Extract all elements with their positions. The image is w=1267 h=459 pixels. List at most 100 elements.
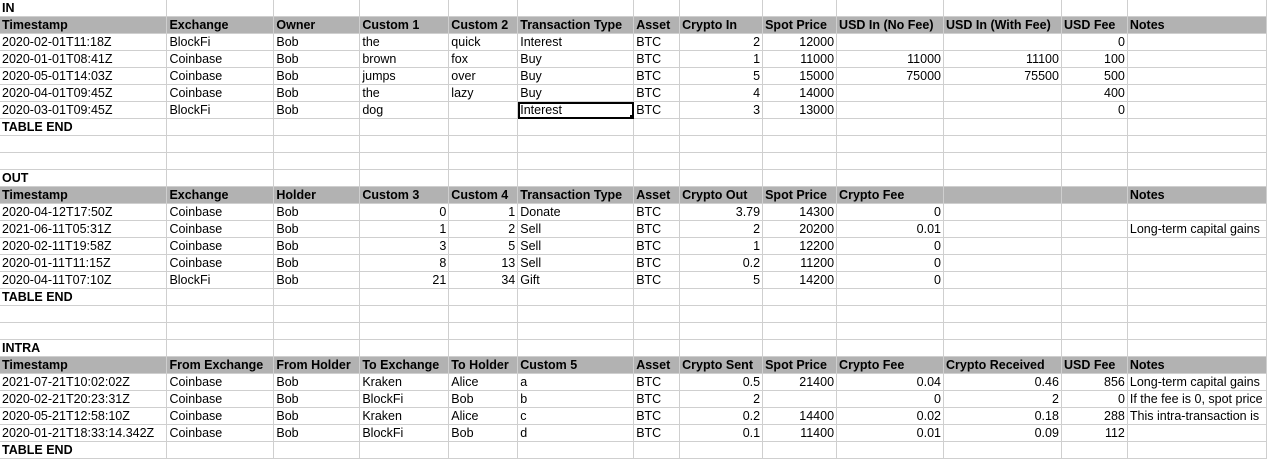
blank-cell[interactable] xyxy=(273,152,361,170)
table-cell[interactable]: BTC xyxy=(633,271,681,289)
blank-cell[interactable] xyxy=(1061,152,1128,170)
table-cell[interactable] xyxy=(836,101,944,119)
table-cell[interactable]: Coinbase xyxy=(166,84,275,102)
blank-cell[interactable] xyxy=(679,441,764,459)
table-cell[interactable]: Interest xyxy=(517,33,635,51)
table-cell[interactable]: 0 xyxy=(359,203,450,221)
table-cell[interactable] xyxy=(943,254,1062,272)
table-cell[interactable] xyxy=(762,390,838,408)
blank-cell[interactable] xyxy=(1061,0,1128,17)
blank-cell[interactable] xyxy=(679,339,764,357)
column-header[interactable]: Exchange xyxy=(166,186,275,204)
blank-cell[interactable] xyxy=(448,135,519,153)
blank-cell[interactable] xyxy=(633,0,681,17)
table-cell[interactable]: BlockFi xyxy=(166,101,275,119)
table-cell[interactable]: 75500 xyxy=(943,67,1062,85)
table-cell[interactable]: BlockFi xyxy=(359,390,450,408)
table-cell[interactable]: 0 xyxy=(1061,390,1128,408)
table-cell[interactable]: BTC xyxy=(633,220,681,238)
blank-cell[interactable] xyxy=(448,118,519,136)
blank-cell[interactable] xyxy=(166,441,275,459)
table-cell[interactable]: quick xyxy=(448,33,519,51)
column-header[interactable]: Transaction Type xyxy=(517,16,635,34)
table-cell[interactable]: Bob xyxy=(273,33,361,51)
table-cell[interactable]: 2020-02-11T19:58Z xyxy=(0,237,168,255)
table-cell[interactable]: BTC xyxy=(633,50,681,68)
blank-cell[interactable] xyxy=(359,0,450,17)
blank-cell[interactable] xyxy=(633,305,681,323)
blank-cell[interactable] xyxy=(762,339,838,357)
table-cell[interactable] xyxy=(1061,271,1128,289)
blank-cell[interactable] xyxy=(679,288,764,306)
table-cell[interactable] xyxy=(1061,220,1128,238)
table-cell[interactable]: 500 xyxy=(1061,67,1128,85)
table-cell[interactable] xyxy=(1127,271,1267,289)
table-cell[interactable]: Bob xyxy=(273,271,361,289)
table-cell[interactable]: 2020-05-21T12:58:10Z xyxy=(0,407,168,425)
table-cell[interactable]: 2 xyxy=(679,33,764,51)
blank-cell[interactable] xyxy=(517,441,635,459)
table-cell[interactable] xyxy=(943,237,1062,255)
blank-cell[interactable] xyxy=(1061,305,1128,323)
table-cell[interactable]: 3.79 xyxy=(679,203,764,221)
table-cell[interactable] xyxy=(1127,33,1267,51)
table-end-label[interactable]: TABLE END xyxy=(0,441,168,459)
blank-cell[interactable] xyxy=(633,441,681,459)
column-header[interactable]: Timestamp xyxy=(0,186,168,204)
table-cell[interactable]: dog xyxy=(359,101,450,119)
table-cell[interactable]: Coinbase xyxy=(166,390,275,408)
column-header[interactable]: Crypto In xyxy=(679,16,764,34)
table-cell[interactable]: 8 xyxy=(359,254,450,272)
section-label[interactable]: OUT xyxy=(0,169,168,187)
blank-cell[interactable] xyxy=(679,118,764,136)
blank-cell[interactable] xyxy=(448,169,519,187)
blank-cell[interactable] xyxy=(836,339,944,357)
column-header[interactable]: USD Fee xyxy=(1061,356,1128,374)
table-cell[interactable]: 14000 xyxy=(762,84,838,102)
table-cell[interactable]: Sell xyxy=(517,254,635,272)
blank-cell[interactable] xyxy=(1061,288,1128,306)
table-cell[interactable]: 0.01 xyxy=(836,220,944,238)
table-cell[interactable] xyxy=(836,33,944,51)
table-cell[interactable]: 11000 xyxy=(762,50,838,68)
table-cell[interactable]: 2 xyxy=(448,220,519,238)
column-header[interactable]: Custom 5 xyxy=(517,356,635,374)
table-cell[interactable]: This intra-transaction is xyxy=(1127,407,1267,425)
blank-cell[interactable] xyxy=(836,322,944,340)
table-cell[interactable]: the xyxy=(359,33,450,51)
table-cell[interactable]: Buy xyxy=(517,67,635,85)
blank-cell[interactable] xyxy=(1127,118,1267,136)
blank-cell[interactable] xyxy=(448,339,519,357)
blank-cell[interactable] xyxy=(359,118,450,136)
blank-cell[interactable] xyxy=(1061,441,1128,459)
table-cell[interactable]: 14400 xyxy=(762,407,838,425)
blank-cell[interactable] xyxy=(359,441,450,459)
column-header[interactable]: Crypto Out xyxy=(679,186,764,204)
table-cell[interactable]: Bob xyxy=(273,101,361,119)
blank-cell[interactable] xyxy=(517,305,635,323)
table-cell[interactable]: 3 xyxy=(679,101,764,119)
table-cell[interactable]: 2021-06-11T05:31Z xyxy=(0,220,168,238)
table-cell[interactable]: Coinbase xyxy=(166,424,275,442)
table-cell[interactable]: BTC xyxy=(633,424,681,442)
blank-cell[interactable] xyxy=(836,288,944,306)
table-cell[interactable]: 1 xyxy=(448,203,519,221)
table-cell[interactable]: 14200 xyxy=(762,271,838,289)
blank-cell[interactable] xyxy=(0,152,168,170)
table-cell[interactable]: 2020-01-01T08:41Z xyxy=(0,50,168,68)
column-header[interactable] xyxy=(943,186,1062,204)
table-cell[interactable]: BTC xyxy=(633,67,681,85)
table-cell[interactable]: 2020-01-11T11:15Z xyxy=(0,254,168,272)
blank-cell[interactable] xyxy=(448,441,519,459)
blank-cell[interactable] xyxy=(762,0,838,17)
table-cell[interactable]: Coinbase xyxy=(166,220,275,238)
table-cell[interactable] xyxy=(1127,203,1267,221)
table-cell[interactable]: 11400 xyxy=(762,424,838,442)
blank-cell[interactable] xyxy=(273,118,361,136)
table-cell[interactable]: Coinbase xyxy=(166,373,275,391)
blank-cell[interactable] xyxy=(679,322,764,340)
table-cell[interactable]: 4 xyxy=(679,84,764,102)
table-cell[interactable] xyxy=(1127,101,1267,119)
blank-cell[interactable] xyxy=(166,288,275,306)
table-end-label[interactable]: TABLE END xyxy=(0,288,168,306)
